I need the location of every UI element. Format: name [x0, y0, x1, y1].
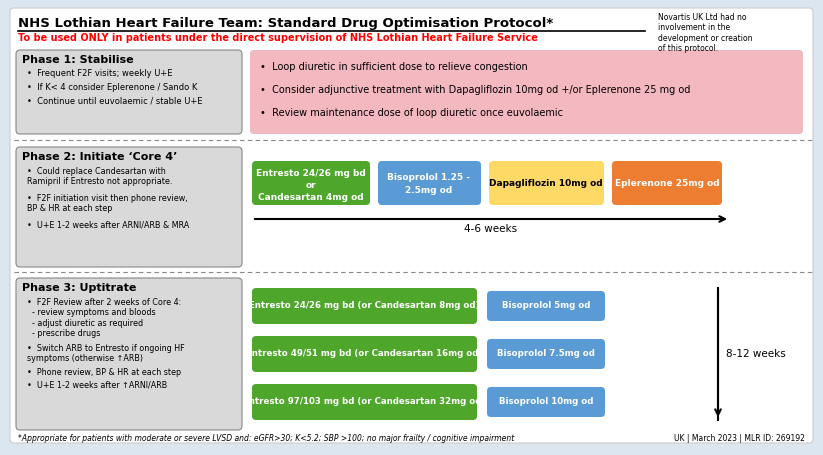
Text: Bisoprolol 10mg od: Bisoprolol 10mg od [499, 398, 593, 406]
FancyBboxPatch shape [487, 291, 605, 321]
Text: Entresto 97/103 mg bd (or Candesartan 32mg od): Entresto 97/103 mg bd (or Candesartan 32… [244, 398, 486, 406]
FancyBboxPatch shape [252, 288, 477, 324]
Text: Bisoprolol 1.25 -: Bisoprolol 1.25 - [388, 173, 471, 182]
FancyBboxPatch shape [16, 147, 242, 267]
Text: •  Phone review, BP & HR at each step: • Phone review, BP & HR at each step [27, 368, 181, 377]
FancyBboxPatch shape [489, 161, 604, 205]
Text: UK | March 2023 | MLR ID: 269192: UK | March 2023 | MLR ID: 269192 [674, 434, 805, 443]
Text: Eplerenone 25mg od: Eplerenone 25mg od [615, 178, 719, 187]
Text: •  If K< 4 consider Eplerenone / Sando K: • If K< 4 consider Eplerenone / Sando K [27, 83, 198, 92]
Text: Bisoprolol 7.5mg od: Bisoprolol 7.5mg od [497, 349, 595, 359]
FancyBboxPatch shape [10, 8, 813, 443]
Text: *Appropriate for patients with moderate or severe LVSD and: eGFR>30; K<5.2; SBP : *Appropriate for patients with moderate … [18, 434, 514, 443]
Text: 4-6 weeks: 4-6 weeks [464, 224, 518, 234]
Text: •  U+E 1-2 weeks after ARNI/ARB & MRA: • U+E 1-2 weeks after ARNI/ARB & MRA [27, 221, 189, 230]
Text: or: or [305, 181, 316, 190]
FancyBboxPatch shape [252, 161, 370, 205]
FancyBboxPatch shape [16, 278, 242, 430]
Text: Dapagliflozin 10mg od: Dapagliflozin 10mg od [489, 178, 602, 187]
Text: Phase 1: Stabilise: Phase 1: Stabilise [22, 55, 133, 65]
Text: Entresto 49/51 mg bd (or Candesartan 16mg od): Entresto 49/51 mg bd (or Candesartan 16m… [246, 349, 482, 359]
Text: Candesartan 4mg od: Candesartan 4mg od [258, 193, 364, 202]
Text: Phase 2: Initiate ‘Core 4’: Phase 2: Initiate ‘Core 4’ [22, 152, 178, 162]
Text: 2.5mg od: 2.5mg od [406, 186, 453, 195]
Text: •  F2F Review after 2 weeks of Core 4:
  - review symptoms and bloods
  - adjust: • F2F Review after 2 weeks of Core 4: - … [27, 298, 181, 338]
Text: •  Loop diuretic in sufficient dose to relieve congestion: • Loop diuretic in sufficient dose to re… [260, 62, 528, 72]
Text: To be used ONLY in patients under the direct supervision of NHS Lothian Heart Fa: To be used ONLY in patients under the di… [18, 33, 538, 43]
Text: Novartis UK Ltd had no
involvement in the
development or creation
of this protoc: Novartis UK Ltd had no involvement in th… [658, 13, 752, 53]
Text: •  Could replace Candesartan with
Ramipril if Entresto not appropriate.: • Could replace Candesartan with Ramipri… [27, 167, 172, 187]
FancyBboxPatch shape [487, 387, 605, 417]
Text: NHS Lothian Heart Failure Team: Standard Drug Optimisation Protocol*: NHS Lothian Heart Failure Team: Standard… [18, 17, 553, 30]
FancyBboxPatch shape [252, 336, 477, 372]
Text: Entresto 24/26 mg bd (or Candesartan 8mg od): Entresto 24/26 mg bd (or Candesartan 8mg… [249, 302, 480, 310]
Text: •  Continue until euvolaemic / stable U+E: • Continue until euvolaemic / stable U+E [27, 97, 202, 106]
FancyBboxPatch shape [16, 50, 242, 134]
Text: Phase 3: Uptitrate: Phase 3: Uptitrate [22, 283, 137, 293]
FancyBboxPatch shape [252, 384, 477, 420]
FancyBboxPatch shape [250, 50, 803, 134]
Text: 8-12 weeks: 8-12 weeks [726, 349, 786, 359]
Text: •  Review maintenance dose of loop diuretic once euvolaemic: • Review maintenance dose of loop diuret… [260, 108, 563, 118]
Text: •  U+E 1-2 weeks after ↑ARNI/ARB: • U+E 1-2 weeks after ↑ARNI/ARB [27, 381, 167, 390]
Text: •  F2F initiation visit then phone review,
BP & HR at each step: • F2F initiation visit then phone review… [27, 194, 188, 213]
Text: •  Frequent F2F visits; weekly U+E: • Frequent F2F visits; weekly U+E [27, 69, 173, 78]
FancyBboxPatch shape [378, 161, 481, 205]
Text: Bisoprolol 5mg od: Bisoprolol 5mg od [502, 302, 590, 310]
FancyBboxPatch shape [612, 161, 722, 205]
FancyBboxPatch shape [487, 339, 605, 369]
Text: •  Switch ARB to Entresto if ongoing HF
symptoms (otherwise ↑ARB): • Switch ARB to Entresto if ongoing HF s… [27, 344, 184, 364]
Text: •  Consider adjunctive treatment with Dapagliflozin 10mg od +/or Eplerenone 25 m: • Consider adjunctive treatment with Dap… [260, 85, 690, 95]
Text: Entresto 24/26 mg bd: Entresto 24/26 mg bd [256, 169, 366, 178]
